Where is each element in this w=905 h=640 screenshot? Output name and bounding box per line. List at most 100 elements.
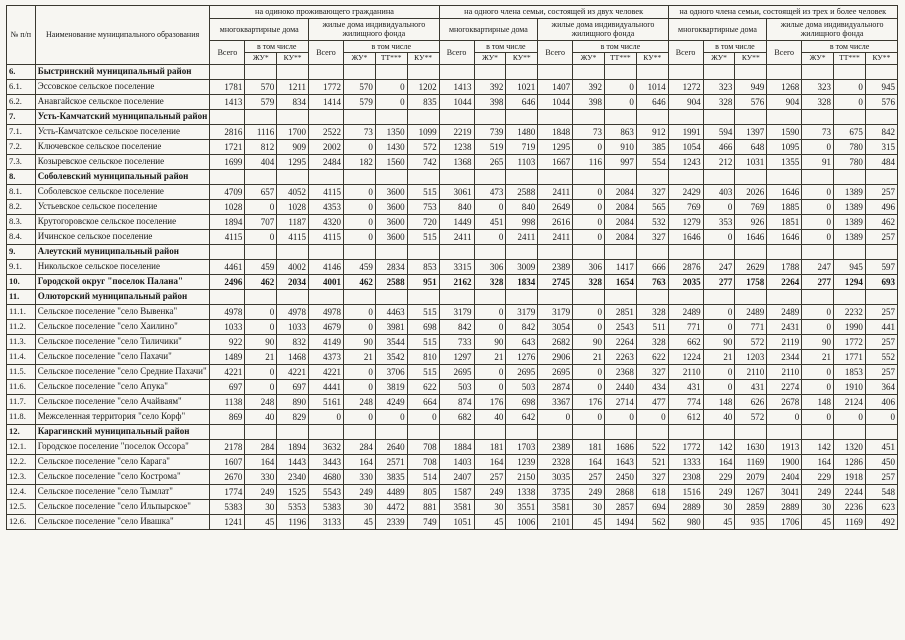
value-cell: 306 — [572, 259, 605, 276]
value-cell: 1397 — [734, 124, 768, 141]
value-cell — [276, 244, 310, 261]
value-cell: 698 — [505, 394, 539, 411]
value-cell — [473, 64, 507, 81]
value-cell: 3600 — [374, 184, 408, 201]
header-including: в том числе — [342, 39, 440, 54]
value-cell — [473, 109, 507, 126]
value-cell — [603, 289, 637, 306]
value-cell: 1607 — [209, 454, 246, 471]
value-cell: 1489 — [209, 349, 246, 366]
row-number: 8.2. — [6, 199, 36, 216]
value-cell: 0 — [635, 409, 669, 426]
value-cell: 1239 — [505, 454, 539, 471]
value-cell: 404 — [244, 154, 278, 171]
value-cell: 0 — [244, 379, 278, 396]
value-cell: 618 — [635, 484, 669, 501]
value-cell: 642 — [505, 409, 539, 426]
table-body: 6. Быстринский муниципальный район 6.1. Эсс… — [6, 64, 899, 531]
header-apartment-buildings: многоквартирные дома — [209, 17, 310, 41]
value-cell: 2670 — [209, 469, 246, 486]
value-cell: 2649 — [537, 199, 574, 216]
value-cell: 1900 — [766, 454, 803, 471]
header-tt: ТТ*** — [833, 52, 866, 66]
header-individual-housing: жилые дома индивидуального жилищного фон… — [766, 17, 898, 41]
value-cell — [667, 109, 704, 126]
value-cell — [603, 64, 637, 81]
header-apartment-buildings: многоквартирные дома — [438, 17, 539, 41]
value-cell: 2889 — [766, 499, 803, 516]
value-cell: 3315 — [438, 259, 475, 276]
value-cell: 4115 — [308, 229, 344, 246]
value-cell — [572, 109, 605, 126]
value-cell — [801, 64, 835, 81]
header-tt: ТТ*** — [603, 52, 637, 66]
municipality-name: Козыревское сельское поселение — [34, 154, 211, 171]
value-cell: 1918 — [833, 469, 866, 486]
value-cell: 0 — [702, 199, 736, 216]
municipality-name: Соболевское сельское поселение — [34, 184, 211, 201]
value-cell: 148 — [801, 394, 835, 411]
municipality-name: Анавгайское сельское поселение — [34, 94, 211, 111]
table-row: 10. Городской округ "поселок Палана" 2496 4… — [6, 274, 899, 291]
value-cell: 2340 — [276, 469, 310, 486]
table-row: 11.2. Сельское поселение "село Хаилино" 10… — [6, 319, 899, 336]
value-cell: 1169 — [734, 454, 768, 471]
value-cell: 4320 — [308, 214, 344, 231]
value-cell: 3581 — [537, 499, 574, 516]
value-cell: 572 — [734, 334, 768, 351]
value-cell: 0 — [572, 319, 605, 336]
value-cell: 1560 — [374, 154, 408, 171]
value-cell — [308, 109, 344, 126]
row-number: 8. — [6, 169, 36, 186]
table-row: 12.5. Сельское поселение "село Ильпырское… — [6, 499, 899, 516]
value-cell: 364 — [864, 379, 899, 396]
value-cell: 5543 — [308, 484, 344, 501]
value-cell: 2411 — [537, 184, 574, 201]
value-cell: 73 — [342, 124, 376, 141]
value-cell: 532 — [635, 214, 669, 231]
value-cell: 2389 — [537, 259, 574, 276]
value-cell: 1389 — [833, 184, 866, 201]
value-cell: 90 — [702, 334, 736, 351]
value-cell: 4221 — [276, 364, 310, 381]
value-cell: 0 — [374, 79, 408, 96]
value-cell: 597 — [864, 259, 899, 276]
value-cell: 780 — [833, 139, 866, 156]
table-row: 11.5. Сельское поселение "село Средние Па… — [6, 364, 899, 381]
table-row: 7.1. Усть-Камчатское сельское поселение 28… — [6, 124, 899, 141]
value-cell: 622 — [406, 379, 440, 396]
value-cell: 2264 — [766, 274, 803, 291]
value-cell: 769 — [667, 199, 704, 216]
value-cell: 2857 — [603, 499, 637, 516]
value-cell: 4115 — [209, 229, 246, 246]
value-cell: 1848 — [537, 124, 574, 141]
value-cell — [572, 424, 605, 441]
value-cell: 780 — [833, 154, 866, 171]
value-cell: 1443 — [276, 454, 310, 471]
value-cell: 1211 — [276, 79, 310, 96]
value-cell: 810 — [406, 349, 440, 366]
value-cell: 21 — [473, 349, 507, 366]
table-row: 8.3. Крутогоровское сельское поселение 189… — [6, 214, 899, 231]
value-cell: 0 — [572, 229, 605, 246]
value-cell — [734, 169, 768, 186]
municipality-name: Эссовское сельское поселение — [34, 79, 211, 96]
value-cell: 90 — [801, 334, 835, 351]
value-cell: 1243 — [667, 154, 704, 171]
value-cell — [342, 424, 376, 441]
value-cell: 1646 — [766, 229, 803, 246]
value-cell: 3054 — [537, 319, 574, 336]
header-individual-housing: жилые дома индивидуального жилищного фон… — [308, 17, 440, 41]
value-cell: 980 — [667, 514, 704, 531]
value-cell: 2344 — [766, 349, 803, 366]
municipality-name: Сельское поселение "село Тымлат" — [34, 484, 211, 501]
value-cell: 1403 — [438, 454, 475, 471]
value-cell: 1095 — [766, 139, 803, 156]
value-cell — [537, 64, 574, 81]
value-cell: 181 — [473, 439, 507, 456]
value-cell: 1295 — [276, 154, 310, 171]
value-cell: 2429 — [667, 184, 704, 201]
row-number: 11.4. — [6, 349, 36, 366]
value-cell: 2906 — [537, 349, 574, 366]
value-cell: 511 — [635, 319, 669, 336]
